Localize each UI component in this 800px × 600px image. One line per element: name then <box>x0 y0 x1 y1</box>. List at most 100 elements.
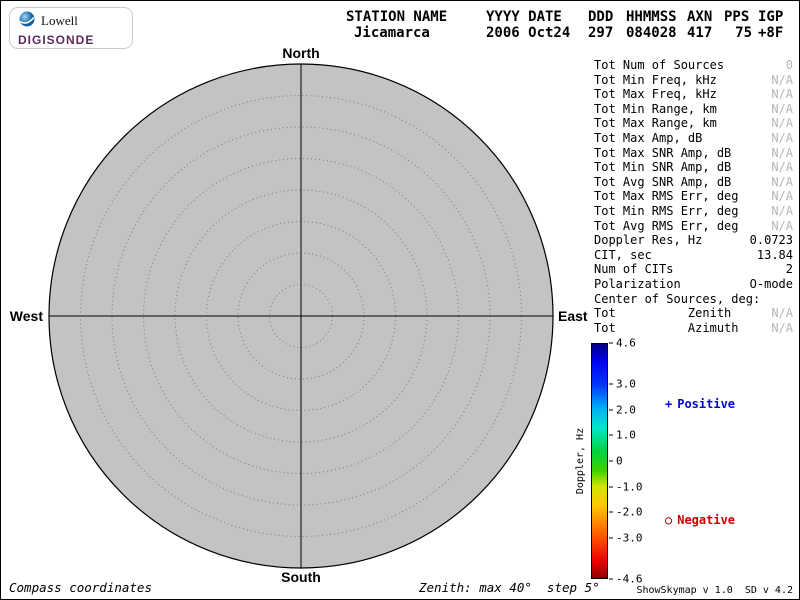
tick-label: 3.0 <box>616 377 636 391</box>
stat-label: Polarization <box>594 276 681 291</box>
station-name-label: STATION NAME <box>346 9 448 25</box>
tick-mark <box>609 342 613 344</box>
tick-label: 0 <box>616 454 623 468</box>
header-col-date: YYYY DATE 2006 Oct24 <box>486 9 578 41</box>
stat-label: Tot Avg RMS Err, deg <box>594 218 739 233</box>
header-col-station: STATION NAME Jicamarca <box>346 9 464 41</box>
header-col-ddd: DDD 297 <box>588 9 620 41</box>
tick-label: -2.0 <box>616 505 643 519</box>
tick-mark <box>609 578 613 580</box>
compass-label-south: South <box>281 569 321 585</box>
colorbar-tick: -1.0 <box>609 481 643 494</box>
stat-row-min-range: Tot Min Range, km N/A <box>594 102 793 117</box>
stat-label: Tot Num of Sources <box>594 58 725 72</box>
stats-panel: Tot Num of Sources 0 Tot Min Freq, kHz N… <box>594 58 793 335</box>
stat-value: N/A <box>771 218 793 233</box>
tick-mark <box>609 511 613 513</box>
stat-label: CIT, sec <box>594 247 652 262</box>
colorbar-tick: 0 <box>609 455 623 468</box>
stat-row-max-rms: Tot Max RMS Err, deg N/A <box>594 189 793 204</box>
stat-label: Tot Max Amp, dB <box>594 130 703 145</box>
axn-value: 417 <box>687 25 713 41</box>
tick-label: -4.6 <box>616 572 643 586</box>
compass-label-north: North <box>282 45 320 61</box>
ddd-label: DDD <box>588 9 614 25</box>
stat-value: 0.0723 <box>749 233 793 248</box>
stat-row-doppler-res: Doppler Res, Hz 0.0723 <box>594 233 793 248</box>
stat-row-num-sources: Tot Num of Sources 0 <box>594 58 793 73</box>
lowell-digisonde-logo: Lowell DIGISONDE <box>9 7 133 49</box>
colorbar-tick: 3.0 <box>609 378 636 391</box>
positive-doppler-legend: + Positive <box>665 397 735 411</box>
software-version-label: ShowSkymap v 1.0 SD v 4.2 <box>636 585 793 596</box>
tick-label: 4.6 <box>616 336 636 350</box>
stat-label: Center of Sources, deg: <box>594 291 761 306</box>
stat-value: N/A <box>771 101 793 116</box>
stat-value: O-mode <box>749 276 793 291</box>
negative-doppler-legend: ○ Negative <box>665 513 735 527</box>
stat-label: Tot Max RMS Err, deg <box>594 189 739 204</box>
stat-row-tot-zenith: Tot Zenith N/A <box>594 306 793 321</box>
stat-row-polarization: Polarization O-mode <box>594 277 793 292</box>
tick-mark <box>609 537 613 539</box>
stat-label: Tot Max Freq, kHz <box>594 87 717 102</box>
igp-value: +8F <box>758 25 784 41</box>
tick-label: -3.0 <box>616 531 643 545</box>
tick-label: 2.0 <box>616 403 636 417</box>
stat-label: Tot Min SNR Amp, dB <box>594 160 732 175</box>
date-label: YYYY DATE <box>486 9 562 25</box>
colorbar-tick: -2.0 <box>609 506 643 519</box>
stat-row-cit-sec: CIT, sec 13.84 <box>594 248 793 263</box>
colorbar-gradient <box>591 343 608 579</box>
header-col-axn: AXN 417 <box>687 9 719 41</box>
stat-label: Tot Min Freq, kHz <box>594 72 717 87</box>
station-name-value: Jicamarca <box>354 25 430 41</box>
pps-label: PPS <box>724 9 750 25</box>
stat-value: N/A <box>771 145 793 160</box>
stat-row-avg-rms: Tot Avg RMS Err, deg N/A <box>594 219 793 234</box>
stat-row-max-range: Tot Max Range, km N/A <box>594 116 793 131</box>
stat-row-avg-snr: Tot Avg SNR Amp, dB N/A <box>594 175 793 190</box>
stat-value: N/A <box>771 160 793 175</box>
stat-value: N/A <box>771 189 793 204</box>
colorbar-tick: 4.6 <box>609 337 636 350</box>
time-value: 084028 <box>626 25 677 41</box>
stat-label: Tot Azimuth <box>594 320 739 335</box>
compass-label-east: East <box>558 308 588 324</box>
plus-marker-icon: + <box>665 397 673 411</box>
logo-brand-text: Lowell <box>41 12 78 28</box>
colorbar-tick: -3.0 <box>609 532 643 545</box>
tick-mark <box>609 434 613 436</box>
header-col-igp: IGP +8F <box>758 9 788 41</box>
negative-label: Negative <box>677 513 736 527</box>
header-col-time: HHMMSS 084028 <box>626 9 681 41</box>
stat-label: Tot Max SNR Amp, dB <box>594 145 732 160</box>
date-value: 2006 Oct24 <box>486 25 571 41</box>
stat-value: N/A <box>771 203 793 218</box>
stat-label: Tot Min RMS Err, deg <box>594 203 739 218</box>
stat-row-num-cits: Num of CITs 2 <box>594 262 793 277</box>
compass-label-west: West <box>9 308 43 324</box>
stat-row-min-snr: Tot Min SNR Amp, dB N/A <box>594 160 793 175</box>
globe-icon <box>18 10 36 32</box>
coordinates-mode-label: Compass coordinates <box>9 580 152 595</box>
stat-label: Num of CITs <box>594 262 674 277</box>
header-col-pps: PPS 75 <box>724 9 752 41</box>
colorbar-tick: -4.6 <box>609 573 643 586</box>
logo-product-text: DIGISONDE <box>18 32 95 47</box>
stat-value: N/A <box>771 130 793 145</box>
colorbar-tick: 1.0 <box>609 429 636 442</box>
igp-label: IGP <box>758 9 784 25</box>
colorbar-tick: 2.0 <box>609 404 636 417</box>
colorbar-axis-label: Doppler, Hz <box>575 427 586 495</box>
stat-value: N/A <box>771 174 793 189</box>
tick-mark <box>609 486 613 488</box>
tick-mark <box>609 383 613 385</box>
stat-label: Tot Max Range, km <box>594 116 717 131</box>
header-table: STATION NAME Jicamarca YYYY DATE 2006 Oc… <box>346 9 788 41</box>
stat-value: 13.84 <box>756 247 793 262</box>
stat-row-center-sources: Center of Sources, deg: <box>594 292 793 307</box>
stat-row-min-rms: Tot Min RMS Err, deg N/A <box>594 204 793 219</box>
pps-value: 75 <box>735 25 752 41</box>
